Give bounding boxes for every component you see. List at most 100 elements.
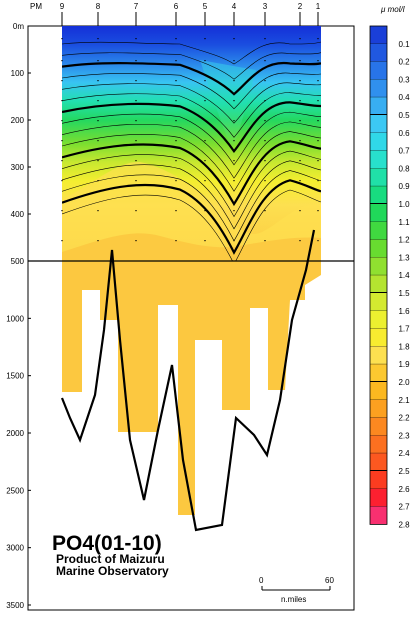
sample-dot bbox=[233, 38, 235, 40]
bold-contour-line bbox=[62, 61, 321, 96]
sample-dot bbox=[97, 120, 99, 122]
color-bar-swatch bbox=[370, 257, 387, 276]
color-bar-label: 1.4 bbox=[398, 271, 410, 280]
color-bar-label: 2.8 bbox=[398, 520, 410, 529]
sample-dot bbox=[61, 60, 63, 62]
color-bar-swatch bbox=[370, 506, 387, 525]
credit-line-2: Marine Observatory bbox=[56, 564, 169, 578]
sample-dot bbox=[317, 240, 319, 242]
color-bar-label: 1.1 bbox=[398, 218, 410, 227]
sample-dot bbox=[233, 80, 235, 82]
sample-dot bbox=[204, 180, 206, 182]
top-axis-label: PM bbox=[30, 2, 42, 11]
distance-scale-end: 60 bbox=[325, 576, 334, 585]
color-bar-label: 2.4 bbox=[398, 449, 410, 458]
color-bar-label: 1.6 bbox=[398, 307, 410, 316]
color-bar-label: 0.9 bbox=[398, 182, 410, 191]
contour-line bbox=[62, 52, 321, 80]
unit-label: μ mol/l bbox=[380, 5, 405, 14]
sample-dot bbox=[135, 180, 137, 182]
color-bar-label: 2.2 bbox=[398, 414, 410, 423]
sample-dot bbox=[264, 120, 266, 122]
color-bar-swatch bbox=[370, 150, 387, 169]
sample-dot bbox=[264, 240, 266, 242]
sample-dot bbox=[61, 38, 63, 40]
bold-contour-line bbox=[62, 179, 321, 255]
sample-dot bbox=[317, 100, 319, 102]
sample-dot bbox=[97, 180, 99, 182]
sample-dot bbox=[175, 38, 177, 40]
color-bar-label: 0.2 bbox=[398, 58, 410, 67]
color-bar-swatch bbox=[370, 328, 387, 347]
contour-line bbox=[62, 72, 321, 110]
contour-line bbox=[62, 111, 321, 166]
distance-scale-unit: n.miles bbox=[281, 595, 306, 604]
sample-dot bbox=[264, 160, 266, 162]
color-bar-label: 0.1 bbox=[398, 40, 410, 49]
contour-line bbox=[62, 121, 321, 179]
color-bar-label: 1.8 bbox=[398, 342, 410, 351]
color-bar-label: 1.0 bbox=[398, 200, 410, 209]
color-bar-swatch bbox=[370, 399, 387, 418]
sample-dot bbox=[299, 80, 301, 82]
color-bar-label: 0.7 bbox=[398, 147, 410, 156]
sample-dot bbox=[264, 180, 266, 182]
lower-section bbox=[62, 261, 321, 515]
chart-title: PO4(01-10) bbox=[52, 532, 162, 555]
sample-dot bbox=[135, 240, 137, 242]
sample-dot bbox=[299, 210, 301, 212]
upper-section bbox=[62, 26, 321, 261]
color-bar-swatch bbox=[370, 453, 387, 471]
sample-dot bbox=[299, 140, 301, 142]
sample-dot bbox=[175, 80, 177, 82]
sample-dot bbox=[317, 38, 319, 40]
orange-region bbox=[62, 233, 321, 261]
sample-dot bbox=[233, 100, 235, 102]
color-bar-label: 0.5 bbox=[398, 111, 410, 120]
sample-dot bbox=[61, 210, 63, 212]
sample-dot bbox=[299, 60, 301, 62]
sample-dot bbox=[61, 160, 63, 162]
sample-dot bbox=[264, 100, 266, 102]
sample-dot bbox=[61, 140, 63, 142]
color-bar-swatch bbox=[370, 417, 387, 436]
color-bar: 0.1 0.2 0.3 0.4 0.5 0.6 0.7 0.8 0.9 1.0 1.1 1.2 1.3 1… bbox=[369, 25, 410, 529]
color-bar-swatch bbox=[370, 97, 387, 115]
sample-dots bbox=[61, 38, 319, 242]
color-bar-swatch bbox=[370, 488, 387, 507]
color-bar-swatch bbox=[370, 132, 387, 151]
station-label: 1 bbox=[316, 2, 321, 11]
contour-line bbox=[62, 150, 321, 218]
sample-dot bbox=[61, 80, 63, 82]
station-label: 6 bbox=[174, 2, 179, 11]
depth-tick-label: 2000 bbox=[6, 429, 24, 438]
contour-line bbox=[62, 92, 321, 138]
color-bar-label: 2.7 bbox=[398, 503, 410, 512]
depth-tick-label: 400 bbox=[11, 210, 25, 219]
color-bar-label: 1.7 bbox=[398, 325, 410, 334]
sample-dot bbox=[61, 100, 63, 102]
color-bar-swatch bbox=[370, 364, 387, 382]
color-bar-label: 2.3 bbox=[398, 431, 410, 440]
sample-dot bbox=[317, 120, 319, 122]
sample-dot bbox=[204, 210, 206, 212]
station-label: 4 bbox=[232, 2, 237, 11]
sample-dot bbox=[317, 80, 319, 82]
sample-dot bbox=[264, 80, 266, 82]
sample-dot bbox=[299, 160, 301, 162]
color-bar-label: 2.0 bbox=[398, 378, 410, 387]
color-bar-swatch bbox=[370, 61, 387, 80]
sample-dot bbox=[175, 240, 177, 242]
sample-dot bbox=[204, 38, 206, 40]
color-bar-swatch bbox=[370, 382, 387, 400]
sample-dot bbox=[175, 120, 177, 122]
sample-dot bbox=[135, 100, 137, 102]
color-bar-swatch bbox=[370, 471, 387, 489]
trough-region bbox=[200, 60, 256, 150]
sample-dot bbox=[175, 140, 177, 142]
color-bar-label: 2.5 bbox=[398, 467, 410, 476]
sample-dot bbox=[204, 140, 206, 142]
depth-tick-label: 300 bbox=[11, 163, 25, 172]
sample-dot bbox=[233, 140, 235, 142]
